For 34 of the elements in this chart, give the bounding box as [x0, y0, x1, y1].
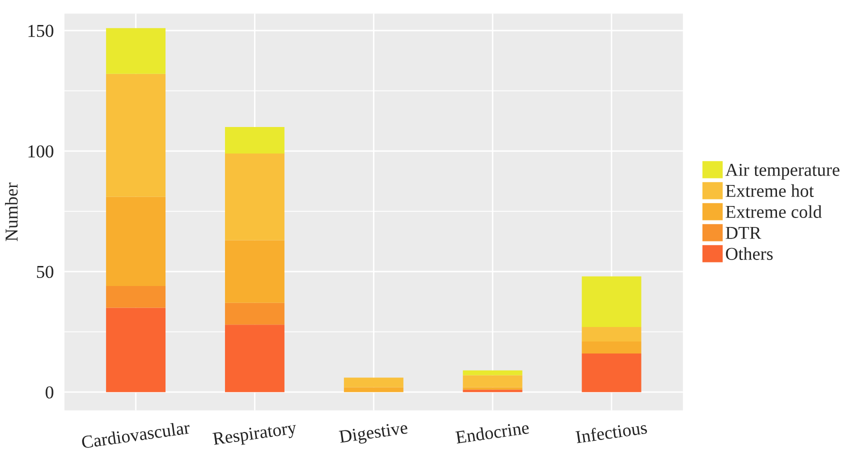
x-tick-label: Digestive [338, 421, 408, 447]
bar [582, 327, 642, 342]
x-tick-label: Cardiovascular [81, 420, 190, 449]
y-tick-label: 0 [46, 386, 54, 399]
x-tick-label: Endocrine [455, 420, 530, 444]
legend-label: Extreme hot [726, 184, 814, 197]
bar [582, 341, 642, 354]
legend-label: Air temperature [725, 164, 840, 180]
x-tick-label: Respiratory [212, 421, 298, 449]
y-tick-label: 100 [28, 145, 54, 158]
bar [224, 153, 284, 240]
bar [106, 286, 166, 308]
bar [224, 240, 284, 303]
bar [106, 308, 166, 392]
bar [106, 196, 166, 286]
bar [462, 370, 522, 376]
legend-label: Extreme cold [726, 205, 822, 218]
bar [106, 74, 166, 197]
legend-label: Others [726, 247, 773, 260]
bar [344, 387, 404, 392]
y-tick-label: 50 [37, 266, 54, 278]
bar [582, 276, 642, 328]
x-tick-label: Infectious [575, 420, 648, 444]
bar [224, 324, 284, 392]
bar [106, 28, 166, 74]
bar [224, 126, 284, 154]
bar [582, 354, 642, 392]
bar [462, 390, 522, 392]
legend-label: DTR [726, 226, 762, 239]
bar [344, 378, 404, 388]
y-tick-label: 150 [28, 24, 54, 37]
bar [224, 302, 284, 325]
y-axis-title: Number [4, 182, 18, 242]
bar [462, 375, 522, 388]
